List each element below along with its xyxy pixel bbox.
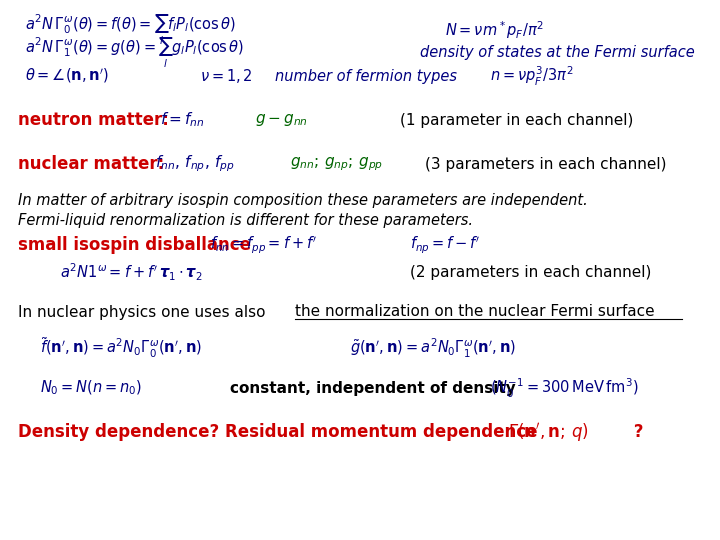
Text: In matter of arbitrary isospin composition these parameters are independent.: In matter of arbitrary isospin compositi… <box>18 192 588 207</box>
Text: $a^2 N\, \Gamma_0^\omega(\theta) = f(\theta) = \sum_l f_l P_l(\cos\theta)$: $a^2 N\, \Gamma_0^\omega(\theta) = f(\th… <box>25 13 236 47</box>
Text: Fermi-liquid renormalization is different for these parameters.: Fermi-liquid renormalization is differen… <box>18 213 473 227</box>
Text: In nuclear physics one uses also: In nuclear physics one uses also <box>18 305 271 320</box>
Text: small isospin disballance: small isospin disballance <box>18 236 251 254</box>
Text: $N = \nu m^* p_F / \pi^2$: $N = \nu m^* p_F / \pi^2$ <box>445 19 544 41</box>
Text: $a^2 N 1^\omega = f + f'\,\boldsymbol{\tau}_1 \cdot \boldsymbol{\tau}_2$: $a^2 N 1^\omega = f + f'\,\boldsymbol{\t… <box>60 261 203 283</box>
Text: $a^2 N\, \Gamma_1^\omega(\theta) = g(\theta) = \sum_l g_l P_l(\cos\theta)$: $a^2 N\, \Gamma_1^\omega(\theta) = g(\th… <box>25 36 244 70</box>
Text: $\theta = \angle(\mathbf{n}, \mathbf{n}')$: $\theta = \angle(\mathbf{n}, \mathbf{n}'… <box>25 67 109 85</box>
Text: constant, independent of density: constant, independent of density <box>230 381 516 395</box>
Text: Density dependence? Residual momentum dependence: Density dependence? Residual momentum de… <box>18 423 544 441</box>
Text: $g_{nn};\, g_{np};\, g_{pp}$: $g_{nn};\, g_{np};\, g_{pp}$ <box>290 155 383 173</box>
Text: $f_{nn},\, f_{np},\, f_{pp}$: $f_{nn},\, f_{np},\, f_{pp}$ <box>155 154 235 174</box>
Text: ?: ? <box>628 423 644 441</box>
Text: $(N_0^{-1} = 300\,\mathrm{MeV\,fm}^3)$: $(N_0^{-1} = 300\,\mathrm{MeV\,fm}^3)$ <box>490 376 639 400</box>
Text: (1 parameter in each channel): (1 parameter in each channel) <box>400 112 634 127</box>
Text: density of states at the Fermi surface: density of states at the Fermi surface <box>420 45 695 60</box>
Text: $N_0 = N(n = n_0)$: $N_0 = N(n = n_0)$ <box>40 379 143 397</box>
Text: $\Gamma(\mathbf{n}', \mathbf{n};\, q)$: $\Gamma(\mathbf{n}', \mathbf{n};\, q)$ <box>508 421 589 443</box>
Text: (2 parameters in each channel): (2 parameters in each channel) <box>410 265 652 280</box>
Text: $g - g_{nn}$: $g - g_{nn}$ <box>255 112 308 128</box>
Text: number of fermion types: number of fermion types <box>275 69 457 84</box>
Text: $f_{np} = f - f'$: $f_{np} = f - f'$ <box>410 234 481 255</box>
Text: $f = f_{nn}$: $f = f_{nn}$ <box>160 111 204 130</box>
Text: the normalization on the nuclear Fermi surface: the normalization on the nuclear Fermi s… <box>295 305 655 320</box>
Text: $\nu = 1, 2$: $\nu = 1, 2$ <box>200 67 253 85</box>
Text: neutron matter:: neutron matter: <box>18 111 169 129</box>
Text: $n = \nu p_F^3/3\pi^2$: $n = \nu p_F^3/3\pi^2$ <box>490 64 574 87</box>
Text: $\tilde{f}(\mathbf{n}', \mathbf{n}) = a^2 N_0 \Gamma_0^\omega(\mathbf{n}', \math: $\tilde{f}(\mathbf{n}', \mathbf{n}) = a^… <box>40 336 202 360</box>
Text: $\tilde{g}(\mathbf{n}', \mathbf{n}) = a^2 N_0 \Gamma_1^\omega(\mathbf{n}', \math: $\tilde{g}(\mathbf{n}', \mathbf{n}) = a^… <box>350 336 516 360</box>
Text: nuclear matter:: nuclear matter: <box>18 155 164 173</box>
Text: (3 parameters in each channel): (3 parameters in each channel) <box>425 157 667 172</box>
Text: $f_{nn} = f_{pp} = f + f'$: $f_{nn} = f_{pp} = f + f'$ <box>210 234 317 255</box>
